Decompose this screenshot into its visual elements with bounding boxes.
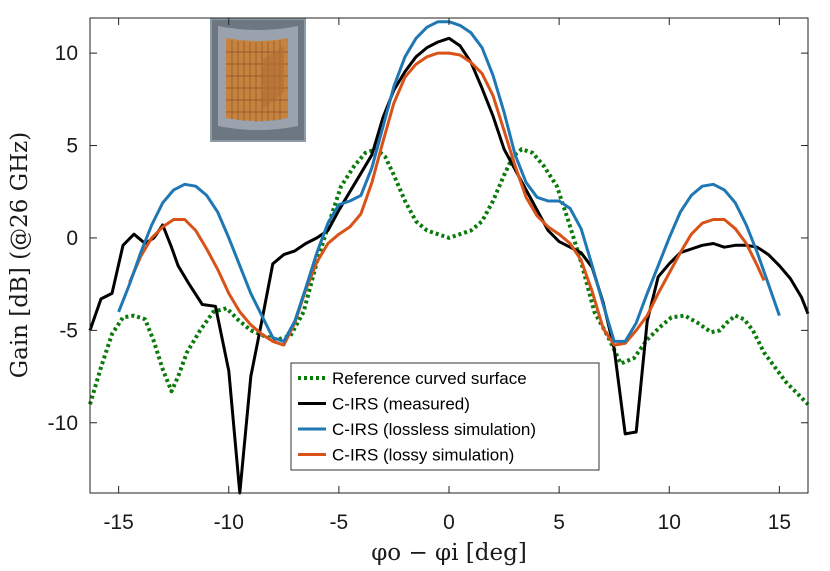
y-tick-label: -5 (59, 319, 78, 342)
series-line-c-irs-measured (88, 36, 810, 495)
x-tick-label: -5 (330, 511, 349, 534)
x-tick-label: 0 (443, 511, 455, 534)
legend-label: C-IRS (lossless simulation) (332, 420, 536, 439)
legend: Reference curved surface C-IRS (measured)… (290, 362, 600, 471)
x-tick-label: 10 (658, 511, 681, 534)
x-tick-label: -15 (103, 511, 133, 534)
y-tick-label: -10 (48, 412, 78, 435)
series-line-reference-curved-surface (88, 147, 810, 406)
series-line-c-irs-lossy-simulation (128, 51, 766, 347)
y-tick-label: 0 (66, 227, 78, 250)
legend-label: C-IRS (measured) (332, 395, 470, 414)
c-irs-prototype-photo (210, 18, 306, 142)
y-tick-label: 10 (55, 42, 78, 65)
legend-label: C-IRS (lossy simulation) (332, 446, 514, 465)
x-axis-label: φo − φi [deg] (371, 540, 527, 566)
x-tick-label: -10 (214, 511, 244, 534)
y-axis-label: Gain [dB] (@26 GHz) (7, 132, 33, 379)
x-tick-label: 5 (553, 511, 565, 534)
legend-box (290, 362, 600, 471)
x-tick-label: 15 (768, 511, 791, 534)
legend-label: Reference curved surface (332, 369, 527, 388)
y-tick-label: 5 (66, 135, 78, 158)
